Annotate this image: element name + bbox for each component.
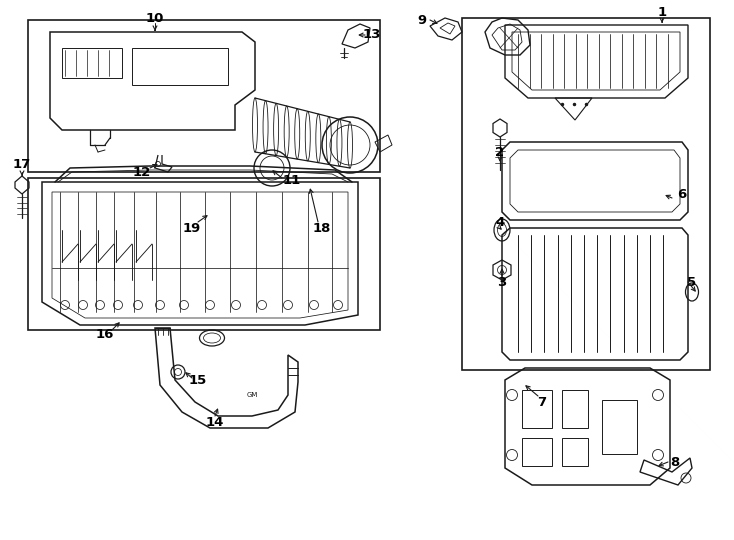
Text: 13: 13 <box>363 29 381 42</box>
Text: 18: 18 <box>313 221 331 234</box>
Text: 11: 11 <box>283 173 301 186</box>
Text: 15: 15 <box>189 374 207 387</box>
Text: 4: 4 <box>495 215 505 228</box>
Bar <box>562 390 588 428</box>
Text: 17: 17 <box>13 159 31 172</box>
Text: 8: 8 <box>670 456 680 469</box>
Bar <box>522 390 552 428</box>
Text: 10: 10 <box>146 11 164 24</box>
Text: GM: GM <box>247 392 258 398</box>
Text: 12: 12 <box>133 165 151 179</box>
Bar <box>562 438 588 466</box>
Text: 2: 2 <box>495 145 504 159</box>
Text: 5: 5 <box>688 275 697 288</box>
Text: 6: 6 <box>677 188 686 201</box>
Bar <box>28 178 380 330</box>
Text: 16: 16 <box>96 327 115 341</box>
Bar <box>522 438 552 466</box>
Bar <box>462 18 710 370</box>
Bar <box>28 20 380 172</box>
Text: 1: 1 <box>658 5 666 18</box>
Bar <box>602 400 637 454</box>
Text: 19: 19 <box>183 221 201 234</box>
Text: 3: 3 <box>498 275 506 288</box>
Text: 9: 9 <box>418 14 426 26</box>
Text: 14: 14 <box>206 415 224 429</box>
Text: 7: 7 <box>537 395 547 408</box>
